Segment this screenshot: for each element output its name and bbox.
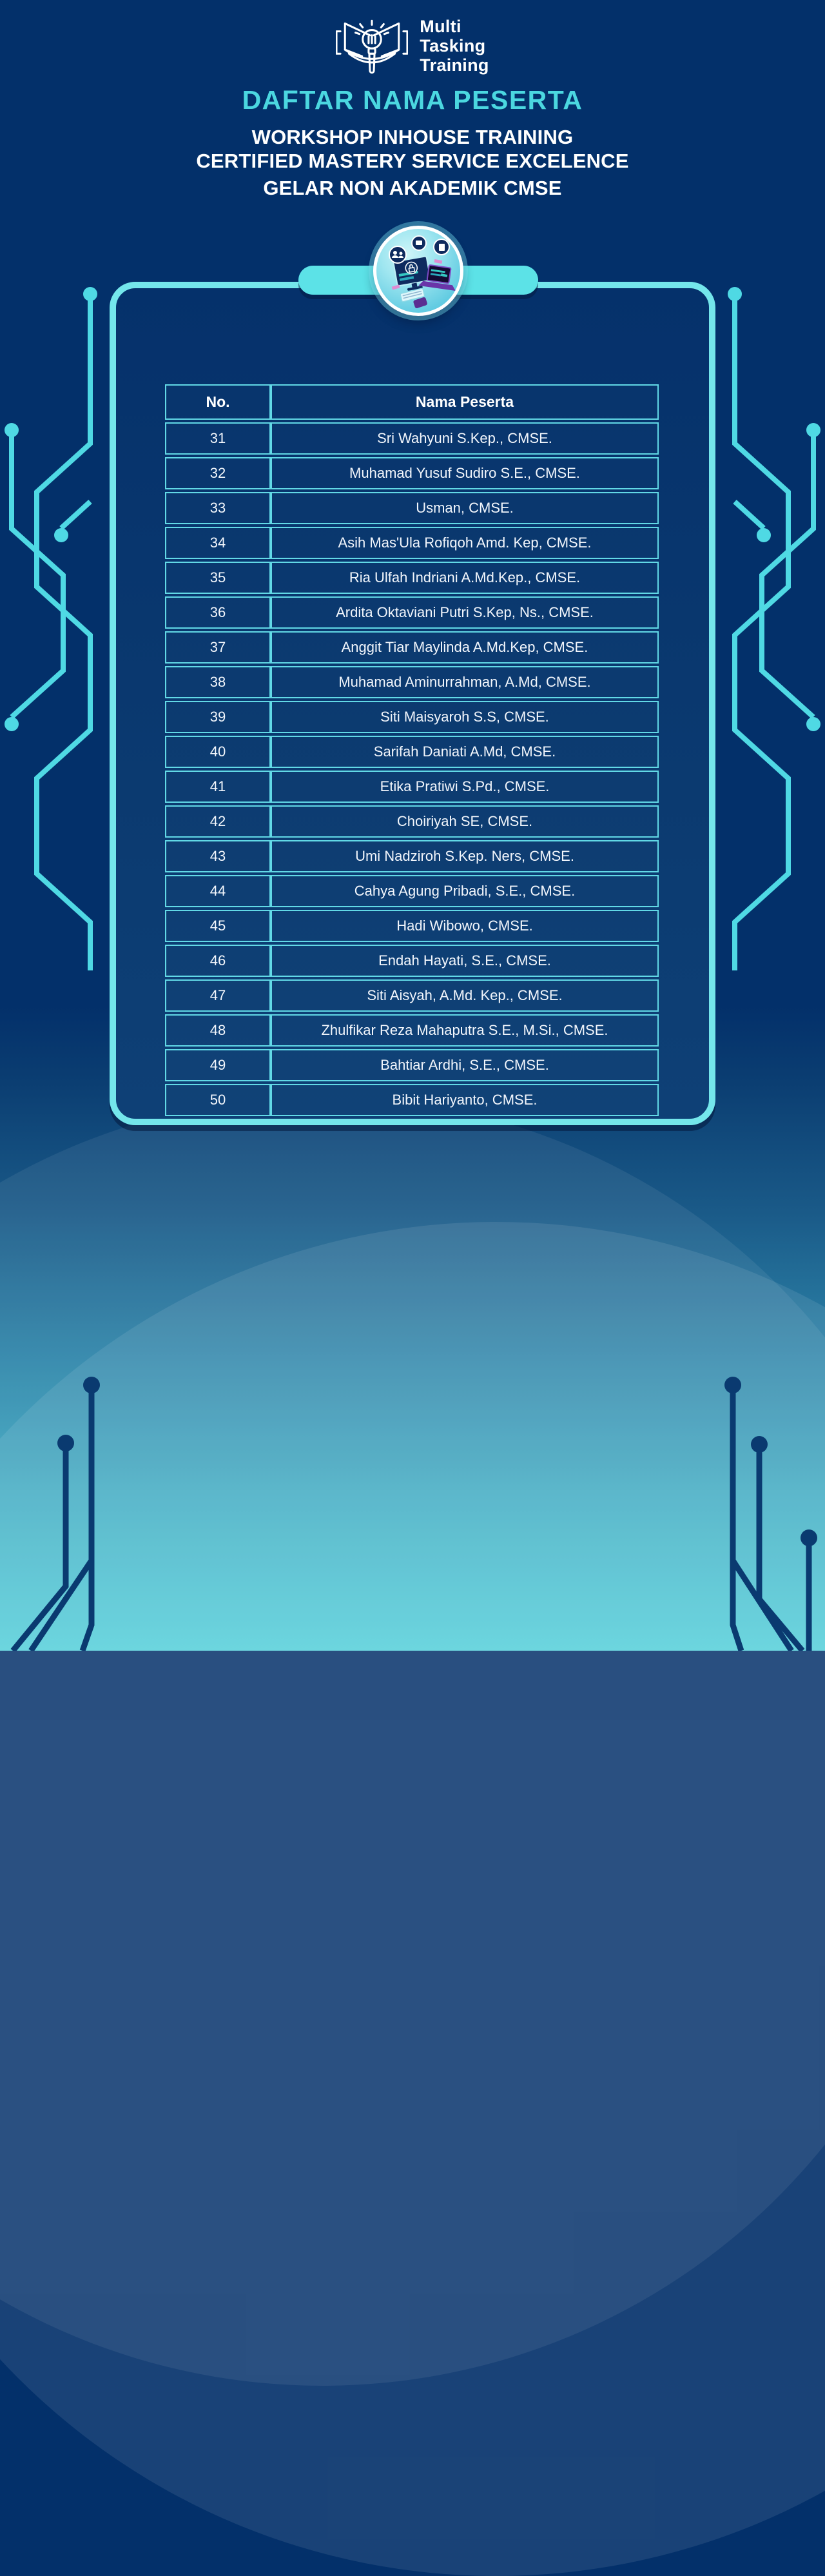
table-row: 33 Usman, CMSE.: [165, 492, 659, 524]
row-name: Muhamad Aminurrahman, A.Md, CMSE.: [271, 666, 659, 698]
row-name: Siti Aisyah, A.Md. Kep., CMSE.: [271, 979, 659, 1012]
row-no: 47: [165, 979, 271, 1012]
table-row: 47 Siti Aisyah, A.Md. Kep., CMSE.: [165, 979, 659, 1012]
row-no: 37: [165, 631, 271, 664]
row-no: 40: [165, 736, 271, 768]
table-row: 34 Asih Mas'Ula Rofiqoh Amd. Kep, CMSE.: [165, 527, 659, 559]
table-row: 39 Siti Maisyaroh S.S, CMSE.: [165, 701, 659, 733]
row-no: 33: [165, 492, 271, 524]
row-name: Choiriyah SE, CMSE.: [271, 805, 659, 838]
row-no: 34: [165, 527, 271, 559]
subtitle-line-3: GELAR NON AKADEMIK CMSE: [263, 177, 562, 199]
table-row: 40 Sarifah Daniati A.Md, CMSE.: [165, 736, 659, 768]
table-row: 48 Zhulfikar Reza Mahaputra S.E., M.Si.,…: [165, 1014, 659, 1047]
table-row: 41 Etika Pratiwi S.Pd., CMSE.: [165, 771, 659, 803]
table-row: 45 Hadi Wibowo, CMSE.: [165, 910, 659, 942]
table-row: 38 Muhamad Aminurrahman, A.Md, CMSE.: [165, 666, 659, 698]
row-name: Cahya Agung Pribadi, S.E., CMSE.: [271, 875, 659, 907]
table-row: 37 Anggit Tiar Maylinda A.Md.Kep, CMSE.: [165, 631, 659, 664]
row-no: 38: [165, 666, 271, 698]
participant-table-body: 31 Sri Wahyuni S.Kep., CMSE. 32 Muhamad …: [165, 422, 659, 1116]
technology-emblem-icon: [373, 226, 463, 316]
subtitle-line-2: CERTIFIED MASTERY SERVICE EXCELENCE: [196, 150, 629, 172]
participant-table: No. Nama Peserta 31 Sri Wahyuni S.Kep., …: [165, 382, 659, 1119]
row-name: Siti Maisyaroh S.S, CMSE.: [271, 701, 659, 733]
logo-text: Multi Tasking Training: [420, 17, 489, 75]
row-name: Anggit Tiar Maylinda A.Md.Kep, CMSE.: [271, 631, 659, 664]
page-title: DAFTAR NAMA PESERTA: [242, 85, 583, 115]
table-header-row: No. Nama Peserta: [165, 384, 659, 420]
subtitle-block: WORKSHOP INHOUSE TRAINING CERTIFIED MAST…: [0, 125, 825, 200]
row-no: 46: [165, 945, 271, 977]
row-name: Usman, CMSE.: [271, 492, 659, 524]
row-name: Muhamad Yusuf Sudiro S.E., CMSE.: [271, 457, 659, 489]
row-no: 43: [165, 840, 271, 872]
table-row: 50 Bibit Hariyanto, CMSE.: [165, 1084, 659, 1116]
row-name: Endah Hayati, S.E., CMSE.: [271, 945, 659, 977]
table-row: 49 Bahtiar Ardhi, S.E., CMSE.: [165, 1049, 659, 1081]
table-row: 42 Choiriyah SE, CMSE.: [165, 805, 659, 838]
table-row: 43 Umi Nadziroh S.Kep. Ners, CMSE.: [165, 840, 659, 872]
column-header-name: Nama Peserta: [271, 384, 659, 420]
content-frame: No. Nama Peserta 31 Sri Wahyuni S.Kep., …: [110, 282, 715, 1125]
row-name: Asih Mas'Ula Rofiqoh Amd. Kep, CMSE.: [271, 527, 659, 559]
row-name: Hadi Wibowo, CMSE.: [271, 910, 659, 942]
row-name: Sarifah Daniati A.Md, CMSE.: [271, 736, 659, 768]
row-no: 39: [165, 701, 271, 733]
logo-line-2: Tasking: [420, 36, 486, 55]
row-no: 41: [165, 771, 271, 803]
poster-page: { "logo": { "line1": "Multi", "line2": "…: [0, 14, 825, 2576]
row-name: Umi Nadziroh S.Kep. Ners, CMSE.: [271, 840, 659, 872]
row-no: 44: [165, 875, 271, 907]
row-no: 35: [165, 562, 271, 594]
row-no: 32: [165, 457, 271, 489]
row-name: Ardita Oktaviani Putri S.Kep, Ns., CMSE.: [271, 596, 659, 629]
logo: Multi Tasking Training: [0, 14, 825, 77]
row-no: 50: [165, 1084, 271, 1116]
subtitle-line-1: WORKSHOP INHOUSE TRAINING: [251, 126, 574, 148]
book-lightbulb-logo-icon: [336, 19, 409, 74]
row-name: Sri Wahyuni S.Kep., CMSE.: [271, 422, 659, 455]
table-row: 32 Muhamad Yusuf Sudiro S.E., CMSE.: [165, 457, 659, 489]
row-name: Zhulfikar Reza Mahaputra S.E., M.Si., CM…: [271, 1014, 659, 1047]
row-name: Bahtiar Ardhi, S.E., CMSE.: [271, 1049, 659, 1081]
table-row: 31 Sri Wahyuni S.Kep., CMSE.: [165, 422, 659, 455]
table-row: 35 Ria Ulfah Indriani A.Md.Kep., CMSE.: [165, 562, 659, 594]
table-row: 46 Endah Hayati, S.E., CMSE.: [165, 945, 659, 977]
logo-line-1: Multi: [420, 17, 461, 36]
row-name: Bibit Hariyanto, CMSE.: [271, 1084, 659, 1116]
row-no: 49: [165, 1049, 271, 1081]
logo-line-3: Training: [420, 55, 489, 75]
row-name: Ria Ulfah Indriani A.Md.Kep., CMSE.: [271, 562, 659, 594]
row-no: 42: [165, 805, 271, 838]
row-no: 36: [165, 596, 271, 629]
row-no: 31: [165, 422, 271, 455]
column-header-no: No.: [165, 384, 271, 420]
row-no: 48: [165, 1014, 271, 1047]
table-row: 44 Cahya Agung Pribadi, S.E., CMSE.: [165, 875, 659, 907]
circuit-decoration-bottom-icon: [10, 1377, 817, 1651]
row-name: Etika Pratiwi S.Pd., CMSE.: [271, 771, 659, 803]
row-no: 45: [165, 910, 271, 942]
table-row: 36 Ardita Oktaviani Putri S.Kep, Ns., CM…: [165, 596, 659, 629]
